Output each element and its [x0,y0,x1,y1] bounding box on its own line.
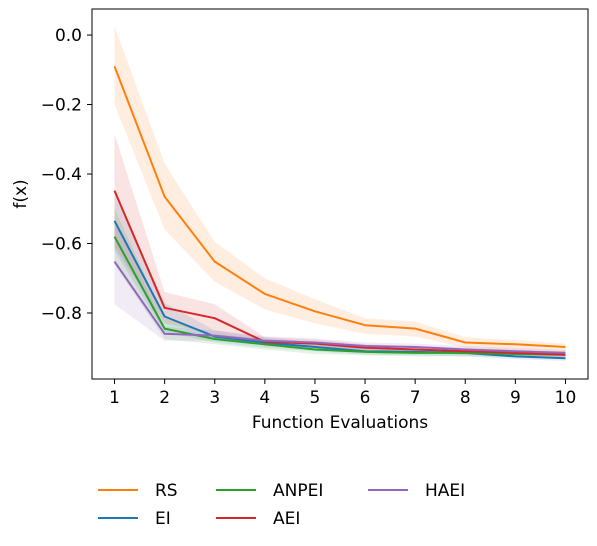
legend-label-ei: EI [155,509,171,529]
x-tick-label: 6 [360,388,371,408]
x-tick-label: 5 [310,388,321,408]
line-ei [113,220,566,360]
legend-item-aei: AEI [216,509,300,529]
x-tick-label: 7 [410,388,421,408]
legend-item-rs: RS [98,481,178,501]
series-lines [113,65,566,360]
y-axis-ticks: 0.0 −0.2 −0.4 −0.6 −0.8 [41,26,92,324]
line-haei [113,261,566,354]
legend-label-anpei: ANPEI [273,481,323,501]
x-axis-label: Function Evaluations [252,413,428,433]
legend-label-rs: RS [155,481,178,501]
x-tick-label: 4 [259,388,270,408]
legend: RS EI ANPEI AEI HAEI [98,481,465,529]
y-tick-label: −0.6 [41,235,82,255]
x-tick-label: 2 [159,388,170,408]
legend-item-haei: HAEI [368,481,465,501]
y-axis-label: f(x) [11,179,31,208]
y-tick-label: −0.2 [41,96,82,116]
legend-item-ei: EI [98,509,171,529]
y-tick-label: −0.4 [41,165,82,185]
x-tick-label: 9 [510,388,521,408]
y-tick-label: −0.8 [41,304,82,324]
legend-item-anpei: ANPEI [216,481,323,501]
x-tick-label: 8 [460,388,471,408]
line-rs [113,65,566,348]
plot-area-frame [91,8,589,380]
line-aei [113,190,566,356]
x-tick-label: 3 [209,388,220,408]
x-axis-ticks: 1 2 3 4 5 6 7 8 9 10 [109,379,576,408]
y-tick-label: 0.0 [55,26,82,46]
legend-label-haei: HAEI [425,481,465,501]
x-tick-label: 10 [555,388,577,408]
x-tick-label: 1 [109,388,120,408]
legend-label-aei: AEI [273,509,300,529]
